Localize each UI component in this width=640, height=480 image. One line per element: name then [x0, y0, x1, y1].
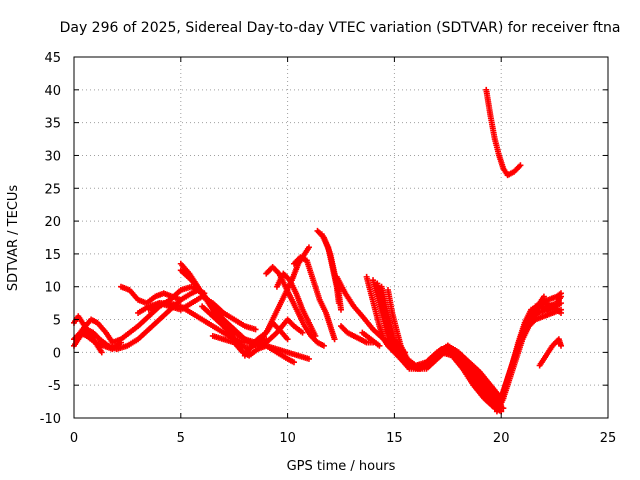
y-axis-label: SDTVAR / TECUs	[6, 185, 21, 292]
data-point	[299, 329, 306, 336]
data-series	[71, 86, 565, 415]
series-arc-20	[359, 329, 383, 349]
data-point	[291, 359, 298, 366]
series-arc-19	[338, 323, 377, 346]
y-tick-label: 20	[44, 215, 61, 230]
data-point	[98, 349, 105, 356]
series-arc-13	[263, 264, 327, 349]
y-tick-label: 45	[44, 51, 61, 66]
y-tick-label: 5	[53, 314, 61, 329]
data-point	[320, 342, 327, 349]
y-tick-label: -5	[48, 379, 61, 394]
series-arc-36	[530, 293, 547, 316]
data-point	[558, 309, 565, 316]
y-tick-label: 35	[44, 117, 61, 132]
y-tick-label: -10	[40, 412, 61, 427]
x-tick-label: 10	[279, 431, 296, 446]
plot-frame	[73, 56, 609, 419]
series-arc-17	[318, 231, 342, 307]
series-arc-15	[291, 254, 338, 343]
data-point	[252, 326, 259, 333]
x-tick-label: 15	[386, 431, 403, 446]
x-tick-label: 25	[600, 431, 617, 446]
y-tick-label: 40	[44, 84, 61, 99]
data-point	[305, 355, 312, 362]
y-tick-label: 15	[44, 248, 61, 263]
data-point	[558, 342, 565, 349]
x-tick-label: 5	[177, 431, 185, 446]
series-arc-5	[117, 283, 184, 307]
series-arc-12	[241, 319, 291, 359]
data-point	[335, 300, 342, 307]
data-point	[284, 336, 291, 343]
chart-title: Day 296 of 2025, Sidereal Day-to-day VTE…	[60, 20, 621, 36]
data-point	[305, 244, 312, 251]
x-tick-label: 20	[493, 431, 510, 446]
series-arc-26	[402, 346, 503, 412]
series-arc-35	[536, 336, 565, 369]
data-point	[117, 339, 124, 346]
y-tick-label: 10	[44, 281, 61, 296]
data-point	[376, 342, 383, 349]
x-axis-label: GPS time / hours	[287, 459, 396, 474]
data-point	[312, 332, 319, 339]
y-tick-label: 30	[44, 149, 61, 164]
data-point	[553, 306, 560, 313]
axis-ticks: 0 5 10 15 20 25 -10 -5 0 5 10 15 20 25 30 35 40 45	[40, 51, 617, 446]
series-arc-28	[483, 86, 524, 179]
data-point	[540, 293, 547, 300]
data-point	[558, 290, 565, 297]
data-point	[177, 296, 184, 303]
x-tick-label: 0	[70, 431, 78, 446]
data-point	[517, 162, 524, 169]
data-point	[338, 306, 344, 313]
y-tick-label: 25	[44, 182, 61, 197]
y-tick-label: 0	[53, 346, 61, 361]
data-point	[331, 336, 338, 343]
series-arc-34	[508, 303, 560, 369]
series-arc-14	[273, 270, 319, 339]
